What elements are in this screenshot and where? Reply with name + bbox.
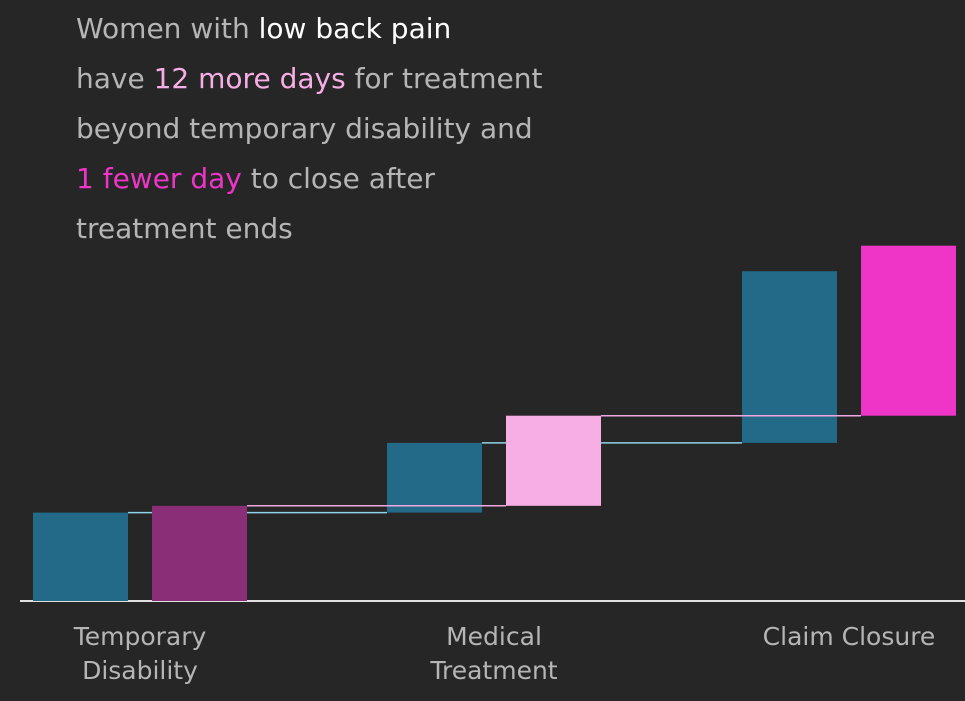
title-part: beyond temporary disability and [76,112,533,145]
bar [387,442,482,513]
title-part: 1 fewer day [76,162,242,195]
title-part: for treatment [345,62,543,95]
title-part: have [76,62,154,95]
title-part: to close after [241,162,436,195]
x-tick-label: Claim Closure [762,622,936,651]
title-part: Women with [76,12,259,45]
x-tick-label: Medical Treatment [430,622,558,685]
title-line: Women with low back pain [76,4,542,54]
bar [33,512,128,601]
x-tick-label: Temporary Disability [73,622,207,685]
chart-title: Women with low back pain have 12 more day… [76,4,542,254]
title-line: have 12 more days for treatment [76,54,542,104]
title-line: beyond temporary disability and [76,104,542,154]
title-part: treatment ends [76,212,293,245]
title-part: low back pain [258,12,452,45]
bar [506,415,601,506]
bar [861,245,956,416]
bar [742,271,837,443]
bar [152,505,247,601]
title-part: 12 more days [153,62,346,95]
title-line: 1 fewer day to close after [76,154,542,204]
title-line: treatment ends [76,204,542,254]
